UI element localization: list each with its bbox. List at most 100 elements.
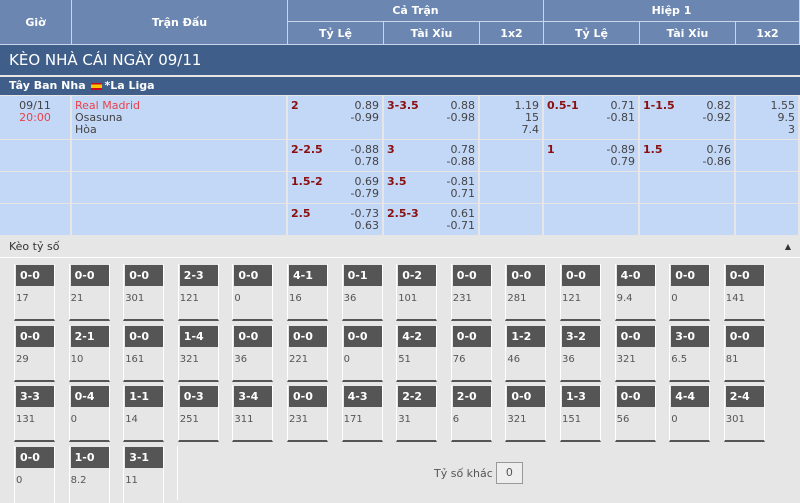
odds-cell: 3-3.5 0.88 -0.98 [384,96,478,139]
score-card[interactable]: 3-3 131 [14,385,55,443]
score-odds: 36 [343,293,357,304]
score-card[interactable]: 0-0 36 [232,324,274,382]
score-odds: 56 [616,414,630,426]
odds-value[interactable]: 0.82 -0.92 [702,99,731,124]
away-team[interactable]: Osasuna [75,111,123,124]
score-card[interactable]: 4-4 0 [669,385,711,443]
score-odds: 321 [179,353,199,365]
score-label: 0-2 [398,265,437,286]
score-card[interactable]: 2-3 121 [177,264,219,321]
odds-value[interactable]: 0.69 -0.79 [350,175,379,200]
score-card[interactable]: 0-0 81 [723,324,765,382]
score-card[interactable]: 2-2 31 [396,385,438,443]
score-odds: 21 [70,293,84,304]
score-card[interactable]: 3-4 311 [232,385,274,443]
score-card[interactable]: 0-0 321 [614,324,656,382]
score-card[interactable]: 0-2 101 [396,264,438,321]
score-label: 0-0 [16,325,54,347]
score-label: 3-4 [234,386,273,408]
score-card[interactable]: 0-0 0 [669,264,711,321]
odds-cell [736,204,798,235]
odds-value[interactable]: 0.71 -0.81 [606,99,635,124]
score-card[interactable]: 0-0 281 [505,264,547,321]
score-card[interactable]: 0-0 0 [232,264,274,321]
odds-cell [736,140,798,171]
handicap-line: 2 [291,99,299,112]
score-card[interactable]: 0-0 231 [450,264,492,321]
odds-cell: 1 -0.89 0.79 [544,140,638,171]
score-card[interactable]: 3-0 6.5 [669,324,711,382]
score-label: 0-0 [616,386,655,408]
other-score-value: 0 [495,462,523,484]
score-card[interactable]: 1-3 151 [560,385,601,443]
score-card[interactable]: 1-1 14 [123,385,165,443]
odds-cell: 2 0.89 -0.99 [288,96,382,139]
score-odds: 121 [179,293,199,304]
odds-cell: 1-1.5 0.82 -0.92 [640,96,734,139]
handicap-line: 3-3.5 [387,99,419,112]
match-cell [72,140,286,171]
score-card[interactable]: 4-3 171 [341,385,383,443]
score-odds: 6 [452,414,460,426]
odds-value[interactable]: 1.19 15 7.4 [514,99,540,136]
score-card[interactable]: 1-4 321 [177,324,219,382]
score-card[interactable]: 3-2 36 [560,324,601,382]
league-row[interactable]: Tây Ban Nha *La Liga [0,77,800,95]
score-card[interactable]: 0-3 251 [177,385,219,443]
match-time: 20:00 [19,111,51,124]
score-label: 0-0 [234,325,273,347]
score-card[interactable]: 0-0 0 [14,446,55,503]
score-card[interactable]: 0-0 231 [287,385,328,443]
odds-value[interactable]: 1.55 9.5 3 [770,99,796,136]
score-card[interactable]: 0-0 17 [14,264,55,321]
odds-value[interactable]: 0.61 -0.71 [446,207,475,232]
score-label: 0-4 [70,386,109,408]
score-card[interactable]: 3-1 11 [123,446,165,503]
odds-value[interactable]: -0.89 0.79 [606,143,635,168]
correct-score-header[interactable]: Kèo tỷ số ▲ [0,236,800,258]
score-card[interactable]: 1-0 8.2 [68,446,110,503]
score-card[interactable]: 0-0 221 [287,324,328,382]
odds-cell: 0.5-1 0.71 -0.81 [544,96,638,139]
score-card[interactable]: 0-0 0 [341,324,383,382]
league-name: *La Liga [104,79,155,92]
score-card[interactable]: 0-0 76 [450,324,492,382]
score-card[interactable]: 2-1 10 [68,324,110,382]
odds-value[interactable]: 0.89 -0.99 [350,99,379,124]
score-card[interactable]: 0-0 21 [68,264,110,321]
score-card[interactable]: 0-0 56 [614,385,656,443]
caret-up-icon[interactable]: ▲ [784,242,791,251]
odds-value[interactable]: 0.88 -0.98 [446,99,475,124]
score-card[interactable]: 2-4 301 [723,385,765,443]
odds-cell [736,172,798,203]
score-card[interactable]: 0-0 121 [560,264,601,321]
odds-value[interactable]: -0.88 0.78 [350,143,379,168]
score-odds: 121 [562,293,582,304]
score-label: 1-3 [562,386,600,408]
score-card[interactable]: 0-4 0 [68,385,110,443]
score-card[interactable]: 4-0 9.4 [614,264,656,321]
score-card[interactable]: 0-0 29 [14,324,55,382]
score-card[interactable]: 0-0 141 [723,264,765,321]
col-time: Giờ [0,0,72,45]
other-score[interactable]: Tỷ số khác 0 [434,462,523,484]
odds-value[interactable]: 0.76 -0.86 [702,143,731,168]
odds-value[interactable]: 0.78 -0.88 [446,143,475,168]
score-card[interactable]: 4-1 16 [287,264,328,321]
league-country: Tây Ban Nha [9,79,86,92]
odds-value[interactable]: -0.81 0.71 [446,175,475,200]
odds-value[interactable]: -0.73 0.63 [350,207,379,232]
score-odds: 231 [452,293,472,304]
score-card[interactable]: 2-0 6 [450,385,492,443]
home-team[interactable]: Real Madrid [75,99,140,112]
score-card[interactable]: 0-0 321 [505,385,547,443]
score-odds: 0 [70,414,77,426]
score-label: 2-1 [70,325,109,347]
score-card[interactable]: 0-0 161 [123,324,165,382]
score-card[interactable]: 0-1 36 [341,264,383,321]
score-card[interactable]: 1-2 46 [505,324,547,382]
score-card[interactable]: 4-2 51 [396,324,438,382]
score-label: 4-1 [289,265,327,286]
score-card[interactable]: 0-0 301 [123,264,165,321]
handicap-line: 3.5 [387,175,407,188]
